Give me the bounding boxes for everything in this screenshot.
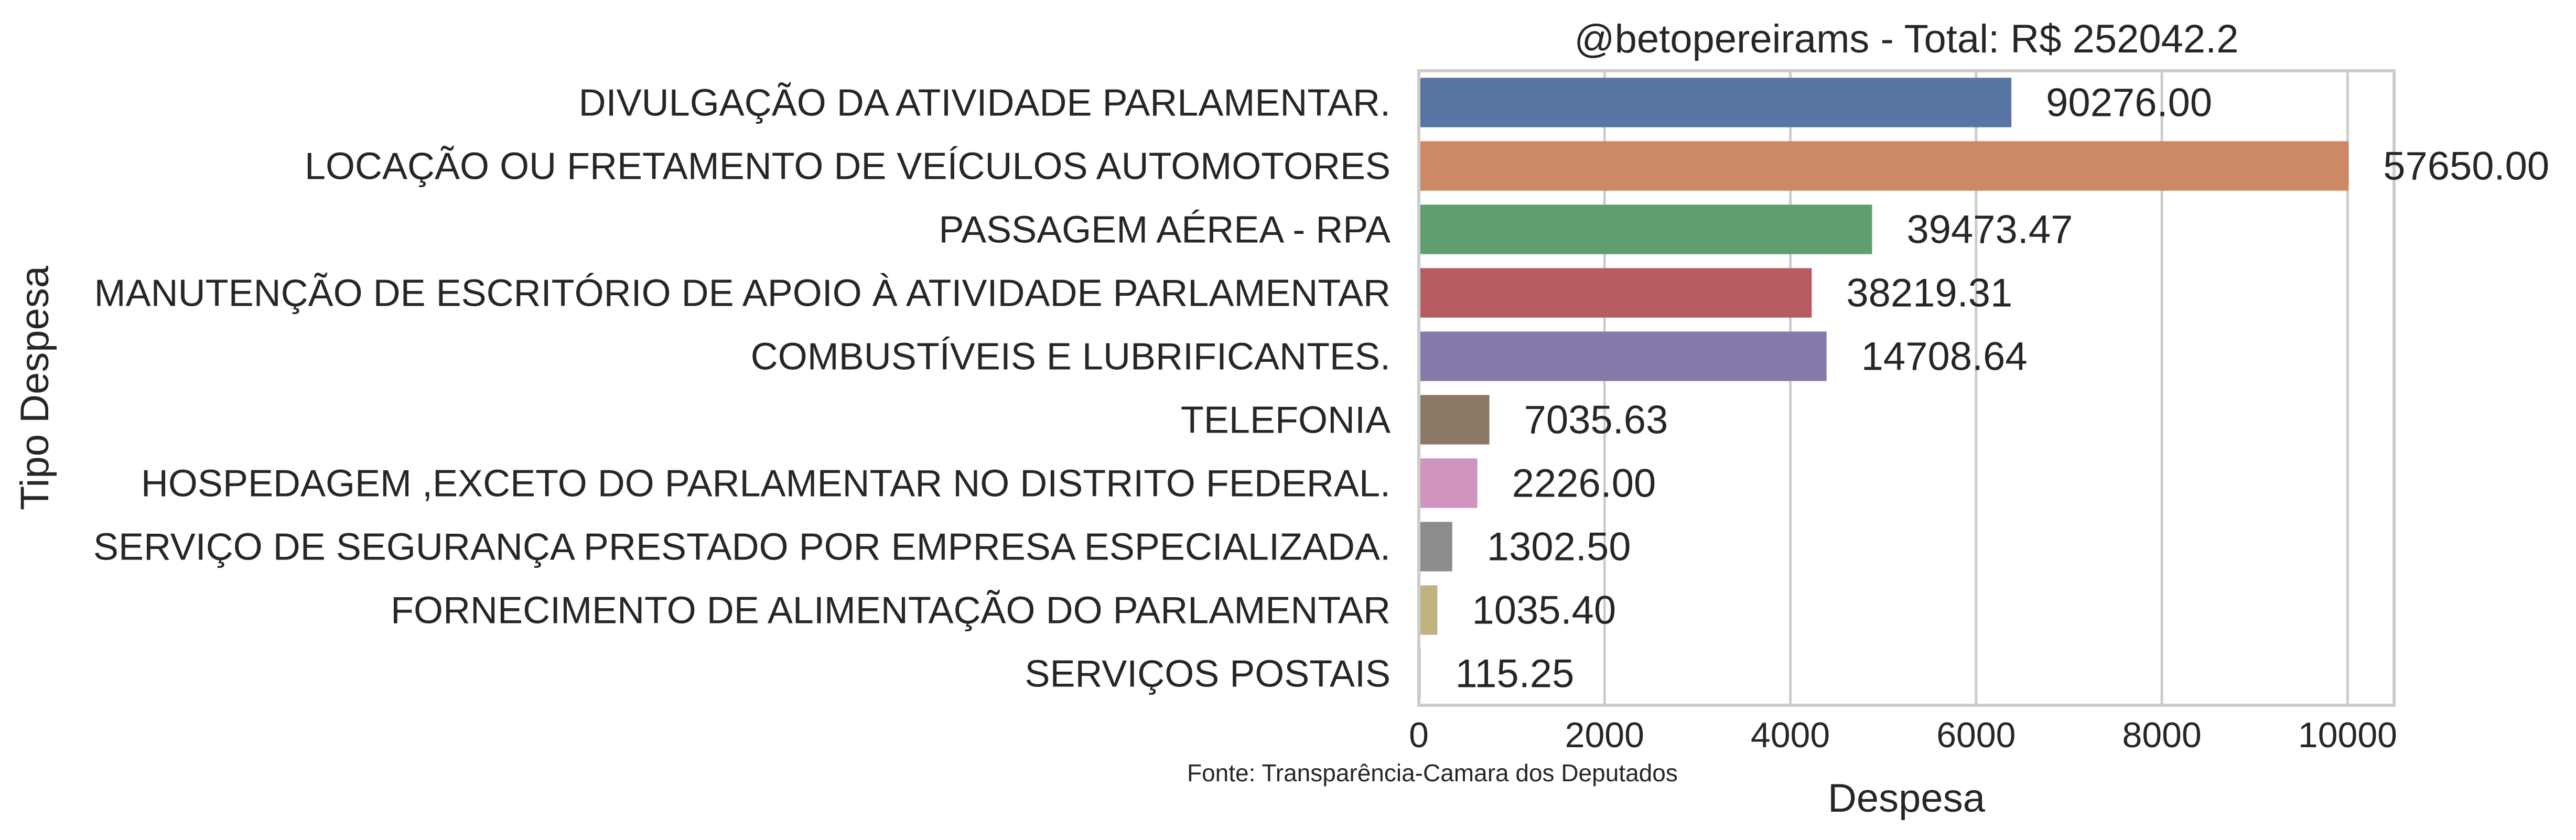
x-tick-labels: 0 2000 4000 6000 8000 10000 [1409, 715, 2397, 755]
bar [1419, 331, 1827, 381]
value-labels: 90276.00 57650.00 39473.47 38219.31 14708.64… [1456, 81, 2550, 696]
x-tick-label: 8000 [2122, 715, 2202, 755]
bar [1419, 141, 2349, 191]
category-label: MANUTENÇÃO DE ESCRITÓRIO DE APOIO À ATIV… [94, 273, 1391, 315]
category-labels: DIVULGAÇÃO DA ATIVIDADE PARLAMENTAR. LOCA… [93, 82, 1391, 695]
x-tick-label: 0 [1409, 715, 1429, 755]
bar [1419, 268, 1812, 318]
x-tick-label: 4000 [1751, 715, 1830, 755]
chart-title: @betopereirams - Total: R$ 252042.2 [1574, 17, 2238, 61]
category-label: LOCAÇÃO OU FRETAMENTO DE VEÍCULOS AUTOMO… [305, 146, 1391, 188]
value-label: 39473.47 [1906, 208, 2073, 252]
bar [1419, 395, 1490, 445]
value-label: 1302.50 [1487, 525, 1631, 569]
value-label: 2226.00 [1512, 461, 1656, 506]
plot-frame [1417, 69, 2396, 707]
category-label: DIVULGAÇÃO DA ATIVIDADE PARLAMENTAR. [579, 82, 1391, 124]
category-label: PASSAGEM AÉREA - RPA [939, 209, 1391, 251]
value-label: 115.25 [1456, 652, 1575, 696]
bar [1419, 458, 1478, 508]
category-label: HOSPEDAGEM ,EXCETO DO PARLAMENTAR NO DIS… [141, 463, 1391, 505]
value-label: 7035.63 [1524, 398, 1668, 443]
x-axis-title: Despesa [1828, 776, 1986, 821]
x-tick-label: 10000 [2298, 715, 2397, 755]
x-tick-label: 2000 [1565, 715, 1644, 755]
bar [1419, 204, 1872, 254]
source-note: Fonte: Transparência-Camara dos Deputado… [1187, 759, 1678, 787]
bar [1419, 78, 2012, 127]
bar [1419, 585, 1438, 635]
value-label: 1035.40 [1472, 588, 1616, 633]
value-label: 90276.00 [2046, 81, 2212, 125]
category-label: SERVIÇOS POSTAIS [1025, 653, 1391, 695]
category-label: SERVIÇO DE SEGURANÇA PRESTADO POR EMPRES… [93, 526, 1391, 568]
bars [1419, 78, 2349, 698]
value-label: 57650.00 [2383, 144, 2549, 189]
bar [1419, 522, 1452, 572]
value-label: 38219.31 [1846, 271, 2012, 316]
x-tick-label: 6000 [1936, 715, 2015, 755]
category-label: COMBUSTÍVEIS E LUBRIFICANTES. [751, 336, 1391, 378]
value-label: 14708.64 [1861, 335, 2028, 379]
category-label: FORNECIMENTO DE ALIMENTAÇÃO DO PARLAMENT… [391, 590, 1391, 632]
y-axis-title: Tipo Despesa [13, 265, 57, 510]
category-label: TELEFONIA [1181, 400, 1391, 441]
